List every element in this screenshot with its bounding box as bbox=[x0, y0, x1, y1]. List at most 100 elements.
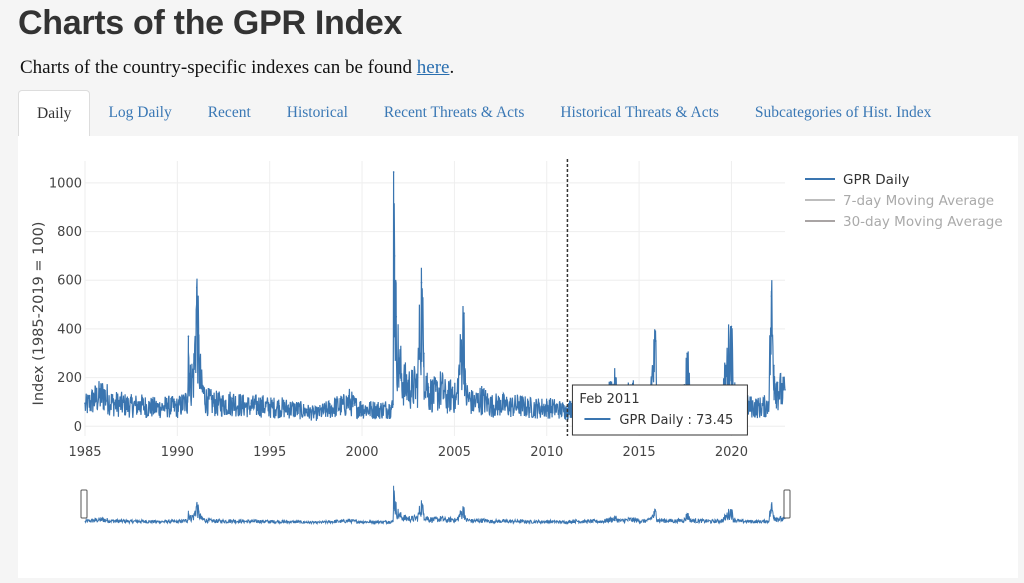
here-link[interactable]: here bbox=[416, 57, 450, 78]
data-point bbox=[463, 312, 465, 314]
data-point bbox=[241, 401, 243, 403]
data-point bbox=[481, 393, 483, 396]
data-point bbox=[195, 286, 198, 289]
data-point bbox=[353, 402, 356, 404]
intro-text: Charts of the country-specific indexes c… bbox=[20, 57, 454, 79]
data-point bbox=[342, 401, 345, 403]
x-tick-label: 2010 bbox=[530, 445, 563, 460]
page-title: Charts of the GPR Index bbox=[18, 4, 403, 42]
data-point bbox=[268, 403, 271, 406]
data-point bbox=[455, 396, 458, 398]
data-point bbox=[416, 376, 419, 379]
tab-daily[interactable]: Daily bbox=[18, 90, 91, 138]
data-point bbox=[176, 403, 179, 406]
x-tick-label: 2020 bbox=[715, 445, 748, 460]
y-tick-label: 1000 bbox=[49, 176, 82, 191]
data-point bbox=[435, 388, 437, 391]
data-point bbox=[222, 399, 225, 402]
data-point bbox=[518, 401, 520, 403]
data-point bbox=[84, 402, 86, 404]
chart-panel: 1985 1990 1995 2000 2005 2010 2015 2020 0 200 400 6… bbox=[18, 136, 1018, 578]
x-tick-label: 2000 bbox=[345, 445, 378, 460]
data-point bbox=[324, 407, 326, 409]
data-point bbox=[348, 396, 350, 398]
tab-recent-threats-acts[interactable]: Recent Threats & Acts bbox=[383, 104, 525, 121]
tooltip-value: GPR Daily : 73.45 bbox=[619, 413, 733, 428]
legend-item[interactable]: 7-day Moving Average bbox=[843, 193, 994, 209]
data-point bbox=[93, 393, 96, 396]
data-point bbox=[206, 396, 208, 398]
y-tick-label: 400 bbox=[57, 322, 82, 337]
tooltip-box bbox=[571, 384, 748, 436]
data-point bbox=[730, 325, 733, 328]
x-tick-label: 1995 bbox=[253, 445, 286, 460]
data-point bbox=[287, 404, 289, 407]
data-point bbox=[139, 401, 142, 403]
data-point bbox=[186, 396, 189, 398]
tab-historical-threats-acts[interactable]: Historical Threats & Acts bbox=[560, 104, 719, 121]
data-point bbox=[446, 393, 448, 396]
data-point bbox=[614, 381, 616, 384]
data-point bbox=[231, 397, 234, 400]
x-tick-label: 2005 bbox=[438, 445, 471, 460]
data-point bbox=[527, 403, 530, 406]
legend-item[interactable]: GPR Daily bbox=[843, 172, 909, 188]
data-point bbox=[158, 404, 160, 406]
intro-suffix: . bbox=[449, 57, 455, 78]
gpr-chart[interactable]: 1985 1990 1995 2000 2005 2010 2015 2020 0 200 400 6… bbox=[18, 136, 1018, 578]
y-tick-label: 200 bbox=[57, 371, 82, 386]
data-point bbox=[403, 376, 406, 379]
legend-item[interactable]: 30-day Moving Average bbox=[843, 214, 1003, 230]
data-point bbox=[200, 381, 203, 384]
range-handle-right[interactable] bbox=[783, 489, 791, 519]
x-tick-label: 1985 bbox=[68, 445, 101, 460]
data-point bbox=[111, 398, 114, 401]
data-point bbox=[749, 402, 751, 404]
data-point bbox=[335, 402, 337, 404]
data-point bbox=[361, 404, 363, 407]
tab-log-daily[interactable]: Log Daily bbox=[108, 104, 172, 121]
data-point bbox=[193, 362, 195, 364]
data-point bbox=[393, 255, 396, 257]
range-handle-left[interactable] bbox=[80, 489, 88, 519]
tab-subcategories[interactable]: Subcategories of Hist. Index bbox=[754, 104, 932, 121]
data-point bbox=[654, 340, 657, 342]
data-point bbox=[189, 376, 192, 379]
y-tick-label: 800 bbox=[57, 225, 82, 240]
data-point bbox=[167, 402, 169, 404]
data-point bbox=[686, 352, 688, 355]
data-point bbox=[776, 381, 779, 384]
data-point bbox=[395, 315, 398, 318]
data-point bbox=[499, 399, 502, 402]
data-point bbox=[388, 404, 391, 407]
data-point bbox=[773, 364, 775, 367]
data-point bbox=[379, 405, 382, 408]
range-slider-line bbox=[84, 485, 786, 526]
tooltip-date: Feb 2011 bbox=[579, 392, 639, 407]
data-point bbox=[197, 340, 200, 342]
data-point bbox=[392, 403, 394, 406]
hover-tooltip: Feb 2011 GPR Daily : 73.45 bbox=[571, 384, 748, 436]
data-point bbox=[315, 410, 317, 413]
data-point bbox=[411, 381, 413, 384]
data-point bbox=[130, 401, 132, 404]
data-point bbox=[423, 352, 425, 355]
data-point bbox=[148, 403, 151, 405]
data-point bbox=[259, 401, 262, 403]
data-point bbox=[102, 388, 105, 391]
y-tick-label: 0 bbox=[74, 420, 82, 435]
data-point bbox=[564, 407, 567, 409]
data-point bbox=[472, 398, 474, 401]
data-point bbox=[213, 398, 216, 401]
data-point bbox=[464, 388, 467, 391]
tab-historical[interactable]: Historical bbox=[286, 104, 348, 121]
y-tick-label: 600 bbox=[57, 274, 82, 289]
data-point bbox=[370, 405, 373, 408]
data-point bbox=[296, 405, 299, 408]
data-point bbox=[490, 401, 493, 403]
x-tick-label: 2015 bbox=[623, 445, 656, 460]
data-point bbox=[509, 402, 511, 404]
chart-tabs: Daily Log Daily Recent Historical Recent… bbox=[18, 90, 1018, 138]
data-point bbox=[305, 408, 308, 411]
tab-recent[interactable]: Recent bbox=[207, 104, 251, 121]
